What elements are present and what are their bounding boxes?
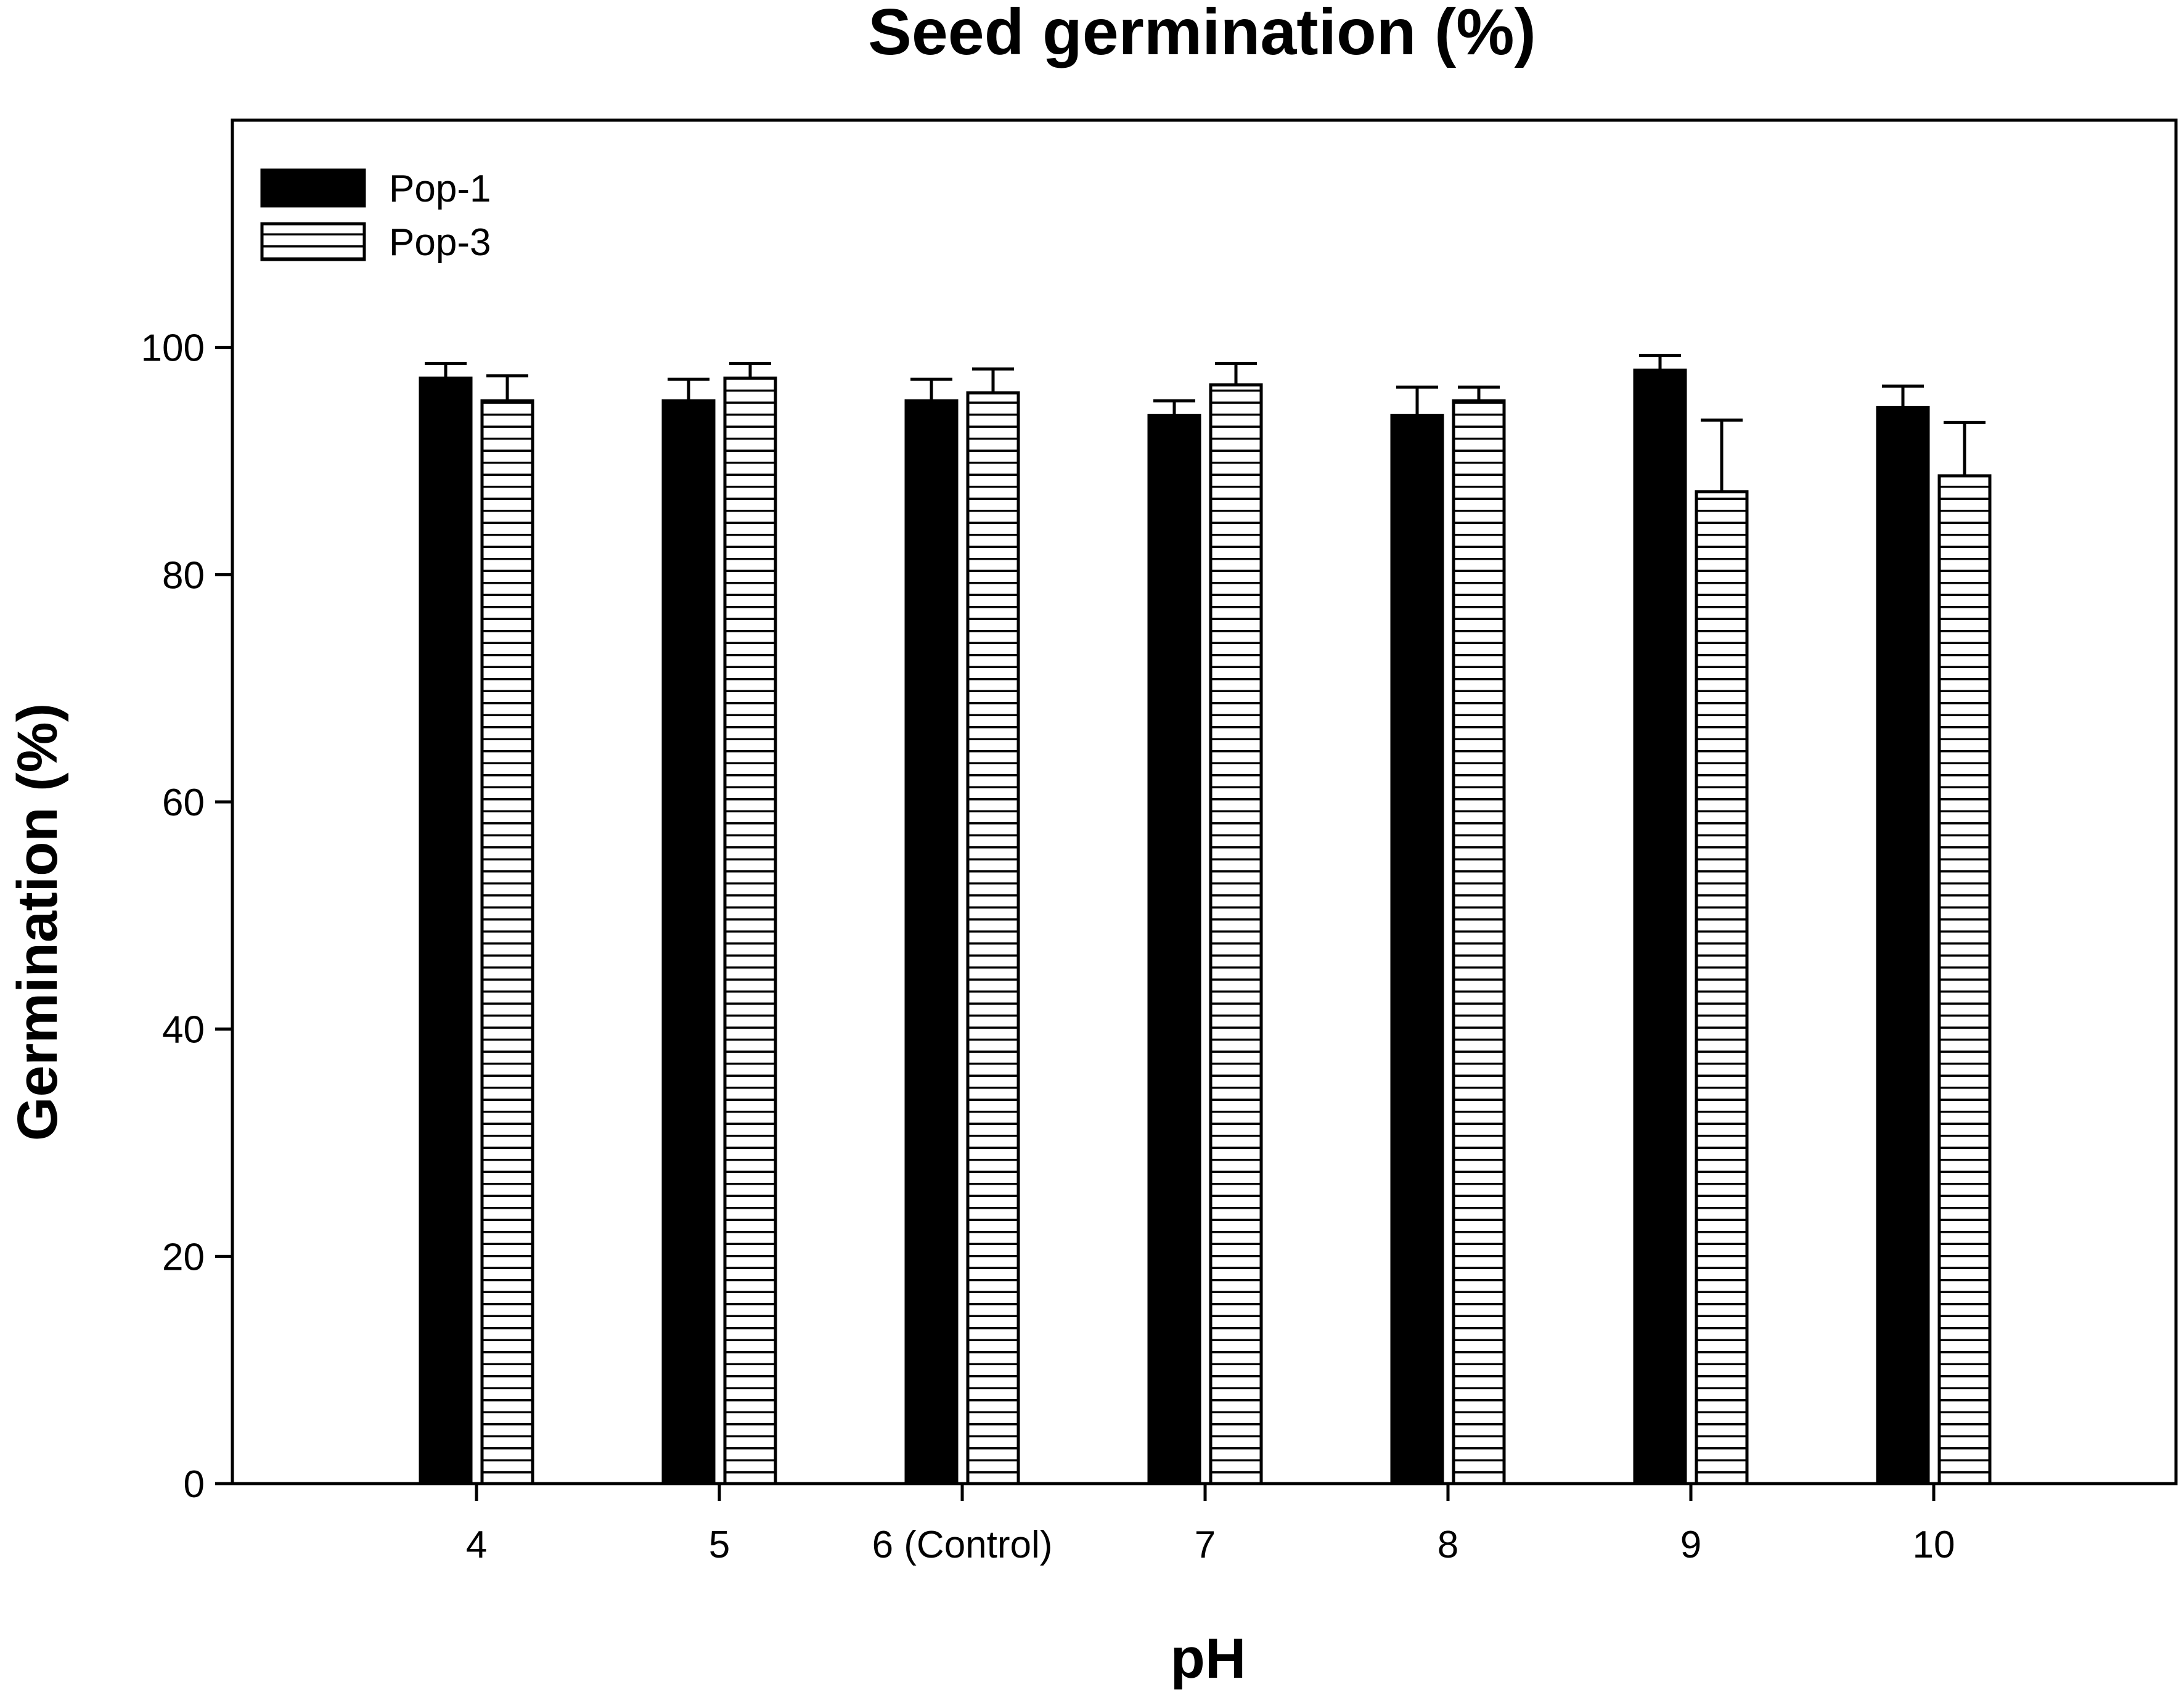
x-tick-label: 4 (466, 1524, 487, 1566)
x-tick-label: 8 (1438, 1524, 1458, 1566)
bar (1876, 406, 1930, 1485)
legend-swatch (260, 222, 366, 261)
bar (904, 399, 959, 1485)
chart-title: Seed germination (%) (868, 0, 1536, 68)
bar (661, 399, 716, 1485)
legend-label: Pop-3 (389, 221, 491, 264)
bar (419, 376, 473, 1485)
bar (1209, 383, 1263, 1485)
x-tick-label: 6 (Control) (872, 1524, 1053, 1566)
bar (723, 376, 777, 1485)
bar (1633, 369, 1687, 1485)
x-axis-label: pH (1171, 1627, 1246, 1690)
legend-swatch (260, 168, 366, 208)
x-tick-label: 10 (1913, 1524, 1955, 1566)
bar (480, 399, 534, 1485)
y-tick-label: 0 (184, 1463, 205, 1506)
y-axis-label: Germination (%) (6, 703, 69, 1141)
y-tick-label: 20 (162, 1236, 205, 1278)
x-tick-label: 5 (709, 1524, 730, 1566)
bar (1937, 474, 1992, 1485)
x-tick-label: 7 (1195, 1524, 1216, 1566)
y-tick-label: 40 (162, 1009, 205, 1052)
legend-label: Pop-1 (389, 168, 491, 210)
bar (1390, 414, 1444, 1485)
bar (1452, 399, 1506, 1485)
bar (1147, 414, 1201, 1485)
y-tick-label: 100 (141, 327, 205, 370)
bar (966, 391, 1020, 1485)
y-tick-label: 60 (162, 782, 205, 824)
x-tick-label: 9 (1680, 1524, 1701, 1566)
bar (1695, 490, 1749, 1485)
y-tick-label: 80 (162, 554, 205, 597)
